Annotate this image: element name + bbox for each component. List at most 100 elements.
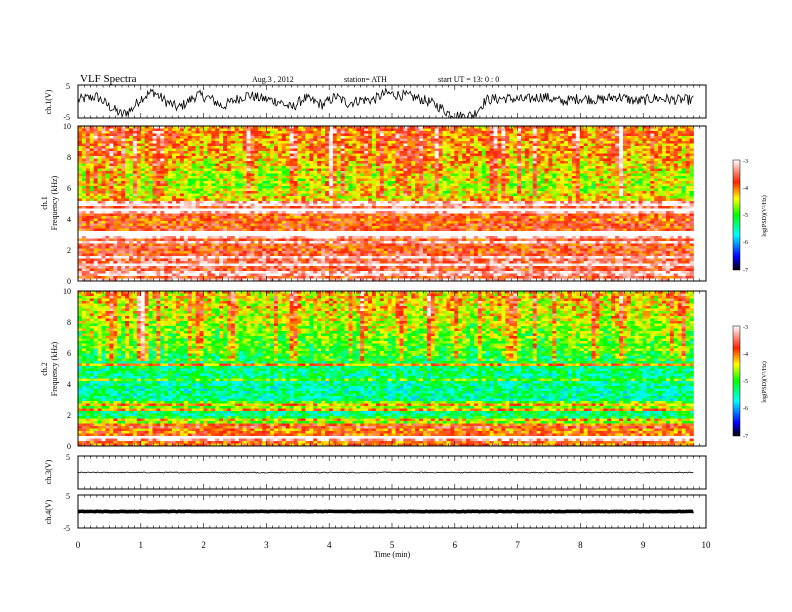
ch1-spectrogram-cell <box>305 223 310 227</box>
ch1-spectrogram-cell <box>262 263 267 267</box>
ch1-spectrogram-cell <box>301 203 306 207</box>
ch1-spectrogram-cell <box>121 228 126 232</box>
ch1-spectrogram-cell <box>246 256 251 259</box>
ch1-spectrogram-cell <box>207 183 212 187</box>
ch1-spectrogram-cell <box>387 241 392 244</box>
ch1-spectrogram-cell <box>324 161 330 164</box>
ch1-spectrogram-cell <box>199 128 204 132</box>
ch1-spectrogram-cell <box>360 246 365 249</box>
ch1-spectrogram-cell <box>97 278 102 282</box>
ch1-spectrogram-cell <box>285 276 291 279</box>
ch1-spectrogram-cell <box>191 181 196 184</box>
ch1-spectrogram-cell <box>223 161 228 164</box>
ch1-spectrogram-cell <box>219 211 224 214</box>
ch1-spectrogram-cell <box>301 253 306 257</box>
ch1-spectrogram-cell <box>199 258 204 262</box>
ch1-spectrogram-cell <box>246 223 251 227</box>
ch1-spectrogram-cell <box>183 268 189 272</box>
ch1-spectrogram-cell <box>289 143 294 147</box>
ch1-spectrogram-cell <box>187 186 193 189</box>
ch1-spectrogram-cell <box>375 226 381 229</box>
ch1-spectrogram-cell <box>250 168 255 172</box>
ch1-spectrogram-cell <box>383 263 389 267</box>
ch1-spectrogram-cell <box>89 126 95 129</box>
ch1-spectrogram-cell <box>246 236 251 239</box>
ch1-spectrogram-cell <box>293 168 298 172</box>
ch1-spectrogram-cell <box>266 146 271 149</box>
ch1-spectrogram-cell <box>340 158 345 162</box>
ch1-spectrogram-cell <box>179 173 185 177</box>
ch1-spectrogram-cell <box>81 238 87 242</box>
ch1-spectrogram-cell <box>332 183 338 187</box>
ch1-spectrogram-cell <box>321 216 326 219</box>
ch1-spectrogram-cell <box>309 133 314 137</box>
ch1-spectrogram-cell <box>89 141 95 144</box>
ch1-spectrogram-cell <box>368 176 373 179</box>
ch1-spectrogram-cell <box>344 226 349 229</box>
ch1-spectrogram-cell <box>85 213 91 217</box>
ch1-spectrogram-cell <box>348 251 353 254</box>
ch1-spectrogram-cell <box>199 203 204 207</box>
ch1-spectrogram-cell <box>211 236 216 239</box>
ch1-spectrogram-cell <box>160 171 165 174</box>
ch1-spectrogram-cell <box>199 133 204 137</box>
ch1-spectrogram-cell <box>164 226 169 229</box>
ch1-spectrogram-cell <box>297 211 302 214</box>
ch1-spectrogram-cell <box>352 236 357 239</box>
ch1-spectrogram-cell <box>81 193 87 197</box>
ch1-spectrogram-cell <box>360 151 365 154</box>
ch1-spectrogram-cell <box>183 193 189 197</box>
ch1-spectrogram-cell <box>274 231 279 234</box>
ch1-spectrogram-cell <box>117 251 122 254</box>
ch1-spectrogram-cell <box>215 248 220 252</box>
ch1-spectrogram-cell <box>360 268 365 272</box>
ch1-spectrogram-cell <box>234 263 240 267</box>
ch1-spectrogram-cell <box>136 256 142 259</box>
ch1-spectrogram-cell <box>105 171 110 174</box>
ch1-spectrogram-cell <box>277 141 283 144</box>
ch1-spectrogram-cell <box>387 186 392 189</box>
ch1-spectrogram-cell <box>246 276 251 279</box>
ch1-spectrogram-cell <box>340 231 345 234</box>
ch1-spectrogram-cell <box>344 151 349 154</box>
ch1-spectrogram-cell <box>336 273 342 277</box>
ch1-spectrogram-cell <box>262 218 267 222</box>
ch1-spectrogram-cell <box>281 158 287 162</box>
ch1-spectrogram-cell <box>125 253 130 257</box>
ch1-spectrogram-cell <box>274 173 279 177</box>
ch1-spectrogram-cell <box>152 173 157 177</box>
ch1-spectrogram-cell <box>215 176 220 179</box>
ch1-spectrogram-cell <box>172 266 177 269</box>
ch1-spectrogram-cell <box>176 198 181 202</box>
ch1-spectrogram-cell <box>297 263 302 267</box>
ch1-spectrogram-cell <box>128 136 134 139</box>
ch1-spectrogram-cell <box>372 196 377 199</box>
ch1-spectrogram-cell <box>293 271 298 274</box>
ch1-spectrogram-cell <box>125 236 130 239</box>
ch1-spectrogram-cell <box>281 251 287 254</box>
ch1-spectrogram-cell <box>113 151 118 154</box>
ch1-spectrogram-cell <box>383 233 389 237</box>
ch1-spectrogram-cell <box>223 166 228 169</box>
ch1-spectrogram-cell <box>242 178 247 182</box>
ch1-spectrogram-cell <box>132 176 138 179</box>
ch1-spectrogram-cell <box>78 236 83 239</box>
ch1-spectrogram-cell <box>156 151 161 154</box>
ch1-spectrogram-cell <box>128 178 134 182</box>
ch1-spectrogram-cell <box>132 221 138 224</box>
ch1-spectrogram-cell <box>379 138 385 142</box>
ch1-spectrogram-cell <box>270 256 275 259</box>
ch1-spectrogram-cell <box>93 231 98 234</box>
ch1-spectrogram-cell <box>281 248 287 252</box>
ch1-spectrogram-cell <box>113 238 118 242</box>
ch1-spectrogram-cell <box>266 241 271 244</box>
ch1-spectrogram-cell <box>113 141 118 144</box>
ch1-spectrogram-cell <box>344 221 349 224</box>
ch1-spectrogram-cell <box>372 178 377 182</box>
ch1-spectrogram-cell <box>207 126 212 129</box>
ch1-spectrogram-cell <box>93 198 98 202</box>
ch1-spectrogram-cell <box>128 186 134 189</box>
ch1-spectrogram-cell <box>372 173 377 177</box>
ch1-spectrogram-cell <box>317 131 322 134</box>
ch1-spectrogram-cell <box>230 188 236 192</box>
